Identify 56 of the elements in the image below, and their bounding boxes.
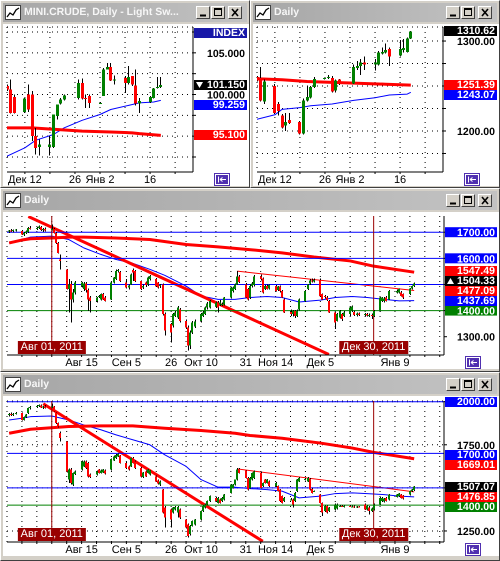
- x-tick-label: Янв 2: [85, 174, 115, 186]
- ref-line-label: Авг 01, 2011: [18, 341, 86, 354]
- ref-line-label: Дек 30, 2011: [338, 341, 408, 354]
- text: 1476.85: [445, 490, 497, 503]
- text: INDEX: [194, 27, 247, 39]
- x-tick-label: Янв 9: [380, 544, 410, 556]
- y-tick-label: 1200.00: [457, 126, 496, 138]
- x-tick-label: Окт 10: [184, 356, 218, 369]
- y-tick-label: 1400.00: [457, 306, 496, 318]
- x-tick-label: Авг 15: [65, 544, 98, 556]
- ref-line-label: 2000.00: [445, 396, 497, 408]
- text: 95.100: [194, 129, 247, 142]
- x-tick-label: 26: [165, 356, 178, 369]
- y-tick-label: 1300.00: [457, 332, 496, 344]
- x-tick-label: 31: [240, 356, 252, 369]
- ref-line-label: Авг 01, 2011: [18, 528, 86, 541]
- text: 1437.69: [445, 294, 497, 307]
- y-tick-label: 1250.00: [457, 526, 496, 538]
- text: 1477.09: [445, 284, 497, 297]
- y-tick-label: 1300.00: [457, 36, 496, 48]
- x-tick-label: Окт 10: [184, 544, 218, 556]
- text: 1669.01: [445, 458, 497, 471]
- x-tick-label: Дек 5: [306, 356, 334, 369]
- text: 1251.39: [444, 79, 497, 92]
- chart-title: Daily: [274, 5, 300, 20]
- x-tick-label: 16: [144, 174, 156, 186]
- x-tick-label: Ноя 14: [258, 544, 294, 556]
- y-tick-label: 100.000: [207, 90, 246, 102]
- x-tick-label: Янв 2: [335, 174, 365, 186]
- text: 1310.62: [444, 25, 497, 38]
- x-tick-label: Сен 5: [112, 544, 142, 556]
- x-tick-label: 26: [318, 174, 332, 186]
- text: 101.150: [194, 78, 247, 90]
- text: 1504.33: [445, 274, 497, 287]
- chart-title: Daily: [24, 377, 50, 392]
- text: 1547.49: [445, 264, 497, 277]
- x-tick-label: Дек 5: [306, 544, 334, 556]
- x-tick-label: Сен 5: [112, 356, 142, 369]
- text: 99.259: [194, 98, 247, 110]
- x-tick-label: 26: [165, 544, 178, 556]
- chart-title: MINI.CRUDE, Daily - Light Sw...: [24, 5, 179, 20]
- x-tick-label: 16: [394, 174, 406, 186]
- chart-title: Daily: [24, 193, 50, 208]
- y-tick-label: 1700.00: [457, 227, 496, 240]
- ref-line-label: Дек 30, 2011: [338, 528, 408, 541]
- y-tick-label: 105.000: [207, 48, 246, 60]
- x-tick-label: Янв 9: [380, 356, 410, 369]
- x-tick-label: Авг 15: [65, 356, 98, 369]
- y-tick-label: 1600.00: [457, 253, 496, 266]
- x-tick-label: 26: [68, 174, 82, 186]
- x-tick-label: 31: [240, 544, 252, 556]
- x-tick-label: Ноя 14: [258, 356, 294, 369]
- text: 1243.07: [444, 89, 497, 102]
- text: 1507.07: [445, 480, 497, 493]
- x-tick-label: Дек 12: [258, 174, 292, 186]
- x-tick-label: Дек 12: [8, 174, 42, 186]
